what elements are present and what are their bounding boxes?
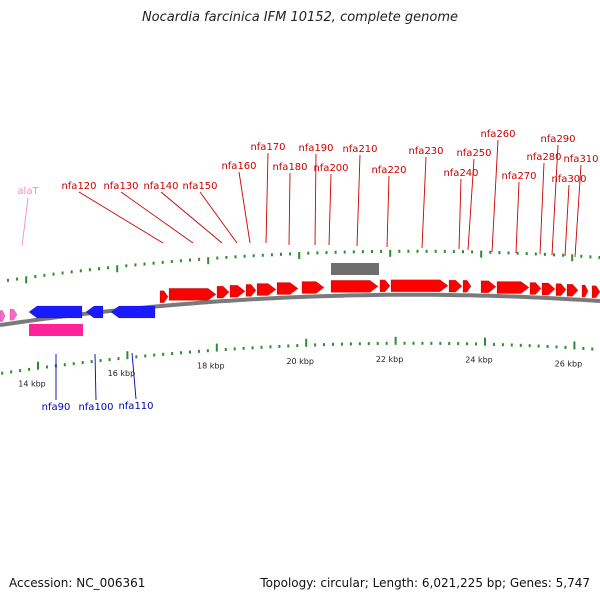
forward-gene-arrow[interactable] [496,281,530,294]
axis-tick-label: 24 kbp [465,356,493,365]
forward-gene-label[interactable]: nfa210 [342,144,377,155]
gene-leader-line [160,191,223,244]
forward-gene-label[interactable]: nfa310 [563,154,598,165]
reverse-rna-feature-bar[interactable] [29,324,83,336]
gene-leader-line [574,164,582,258]
forward-gene-label[interactable]: nfa230 [408,146,443,157]
forward-gene-arrow[interactable] [216,285,230,299]
gene-leader-line [265,152,269,244]
forward-gene-arrow[interactable] [330,280,379,293]
gene-leader-line [421,156,427,249]
gene-leader-line [491,139,499,253]
forward-gene-label[interactable]: nfa240 [443,168,478,179]
forward-gene-arrow[interactable] [229,284,246,298]
gene-leader-line [386,175,390,248]
forward-gene-arrow[interactable] [480,280,497,294]
forward-gene-label[interactable]: nfa160 [221,161,256,172]
gene-leader-line [539,162,545,255]
gene-leader-line [288,172,291,246]
gene-leader-line [458,178,462,250]
gene-leader-line [515,181,520,254]
forward-gene-arrow[interactable] [390,279,449,293]
gene-leader-line [328,173,332,246]
rna-gene-arrow[interactable] [0,310,6,322]
reverse-gene-arrow[interactable] [28,305,83,319]
forward-gene-arrow[interactable] [168,288,217,301]
forward-gene-label[interactable]: nfa190 [298,143,333,154]
gene-leader-line [564,184,570,257]
rna-gene-label[interactable]: alaT [17,186,39,197]
gene-leader-line [131,352,137,400]
forward-gene-label[interactable]: nfa200 [313,163,348,174]
genome-title: Nocardia farcinica IFM 10152, complete g… [141,10,459,25]
forward-gene-arrow[interactable] [448,279,463,293]
forward-gene-arrow[interactable] [159,290,169,304]
reverse-gene-label[interactable]: nfa110 [118,401,153,412]
forward-gene-label[interactable]: nfa180 [272,162,307,173]
forward-gene-label[interactable]: nfa280 [526,152,561,163]
gene-leader-line [314,153,317,246]
forward-gene-label[interactable]: nfa260 [480,129,515,140]
gene-leader-line [94,353,97,401]
rna-gene-arrow[interactable] [9,308,18,321]
misc-feature-bar[interactable] [331,263,379,275]
forward-gene-arrow[interactable] [462,279,472,293]
gene-leader-line [356,154,361,247]
forward-gene-label[interactable]: nfa290 [540,134,575,145]
forward-gene-arrow[interactable] [541,282,556,296]
axis-tick-label: 14 kbp [18,380,46,389]
reverse-gene-label[interactable]: nfa90 [42,402,71,413]
gene-leader-line [551,144,559,256]
forward-gene-label[interactable]: nfa250 [456,148,491,159]
axis-tick-label: 26 kbp [555,359,583,368]
accession-text: Accession: NC_006361 [9,576,146,590]
axis-tick-label: 20 kbp [286,357,314,366]
forward-gene-label[interactable]: nfa300 [551,174,586,185]
reverse-gene-arrow[interactable] [85,305,104,319]
reverse-gene-label[interactable]: nfa100 [78,402,113,413]
axis-tick-label: 22 kbp [376,355,404,364]
forward-gene-label[interactable]: nfa130 [103,181,138,192]
forward-gene-arrow[interactable] [555,283,567,296]
forward-gene-arrow[interactable] [566,284,579,297]
forward-gene-label[interactable]: nfa270 [501,171,536,182]
forward-gene-arrow[interactable] [529,282,542,295]
forward-gene-arrow[interactable] [276,282,299,295]
forward-gene-label[interactable]: nfa150 [182,181,217,192]
forward-gene-arrow[interactable] [245,284,257,297]
genome-stats-text: Topology: circular; Length: 6,021,225 bp… [260,576,590,590]
forward-gene-arrow[interactable] [581,284,589,298]
gene-leader-line [238,171,251,244]
forward-gene-arrow[interactable] [301,281,325,294]
gene-leader-line [467,158,475,251]
axis-tick-label: 16 kbp [108,369,136,378]
forward-gene-label[interactable]: nfa140 [143,181,178,192]
gene-leader-line [199,191,238,244]
gene-leader-line [78,191,164,244]
forward-gene-arrow[interactable] [591,285,600,299]
forward-gene-label[interactable]: nfa170 [250,142,285,153]
gene-leader-line [21,197,29,247]
forward-gene-label[interactable]: nfa120 [61,181,96,192]
forward-gene-arrow[interactable] [379,279,391,293]
forward-gene-arrow[interactable] [256,283,277,296]
axis-tick-label: 18 kbp [197,362,225,371]
forward-gene-label[interactable]: nfa220 [371,165,406,176]
gene-leader-line [120,191,194,244]
reverse-gene-arrow[interactable] [110,305,156,319]
